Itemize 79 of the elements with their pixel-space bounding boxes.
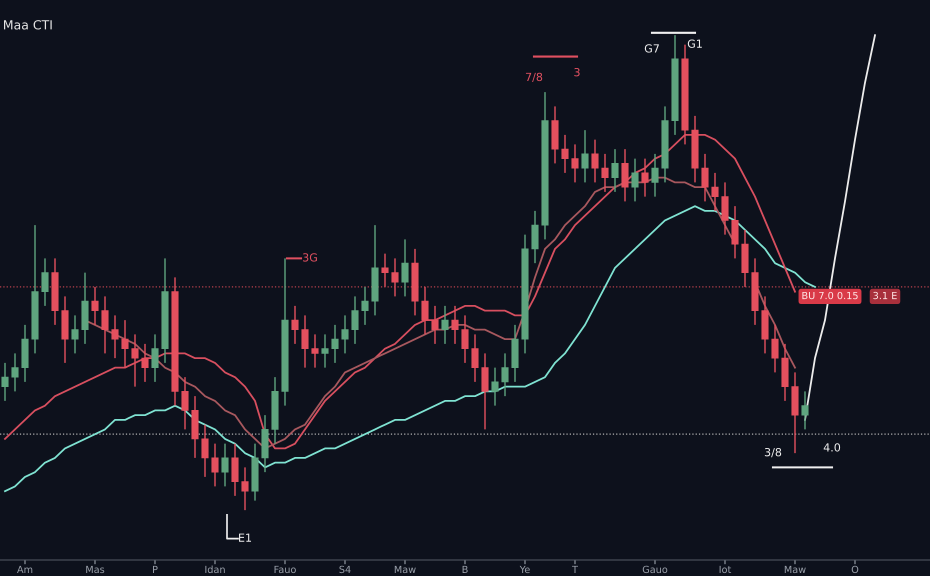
annotation: G7 <box>644 44 659 53</box>
x-tick-label: O <box>852 566 858 574</box>
candlestick <box>341 314 349 354</box>
x-tick-label: T <box>572 566 578 573</box>
candlestick <box>401 238 409 298</box>
candlestick <box>291 305 299 345</box>
candlestick <box>561 134 569 174</box>
candlestick <box>221 442 229 488</box>
candlestick <box>711 172 719 212</box>
candlestick <box>71 314 79 354</box>
annotation: 4.0 <box>824 443 840 452</box>
annotation: 3.1 E <box>873 292 897 300</box>
annotation: 3G <box>303 253 317 262</box>
x-tick-label: Am <box>17 566 32 573</box>
candlestick <box>41 258 49 307</box>
x-tick-label: Ye <box>520 566 530 574</box>
candlestick <box>131 334 139 388</box>
candlestick <box>181 376 189 430</box>
candlestick <box>321 334 329 368</box>
candlestick <box>481 352 489 430</box>
x-tick-label: Maw <box>784 566 806 574</box>
candlestick <box>531 210 539 264</box>
candlestick <box>621 148 629 202</box>
candlestick <box>381 252 389 288</box>
candlestick <box>121 319 129 368</box>
candlestick <box>11 352 19 392</box>
candlestick <box>331 324 339 364</box>
annotation: G1 <box>688 39 702 48</box>
candlestick <box>441 305 449 345</box>
x-tick-label: P <box>153 566 158 573</box>
candlestick <box>611 148 619 193</box>
x-tick-label: Gauo <box>642 566 668 574</box>
x-tick-label: S4 <box>339 566 351 574</box>
annotation: BU 7.0 0.15 <box>802 292 858 300</box>
candlestick <box>211 442 219 488</box>
candlestick <box>471 334 479 383</box>
candlestick <box>501 352 509 397</box>
candlestick <box>151 334 159 383</box>
annotation: 7/8 <box>526 72 542 82</box>
candlestick <box>201 424 209 478</box>
annotation: 3 <box>574 68 580 76</box>
candlestick <box>301 314 309 368</box>
candlestick <box>351 296 359 345</box>
x-tick-label: Idan <box>205 566 225 574</box>
candlestick <box>631 158 639 202</box>
candlestick <box>141 343 149 383</box>
candlestick <box>801 390 809 430</box>
candlestick <box>1 362 9 402</box>
x-tick-label: Mas <box>86 566 104 574</box>
text: E1 <box>239 534 252 542</box>
candlestick <box>231 442 239 497</box>
candlestick <box>731 205 739 260</box>
x-tick-label: B <box>462 566 468 573</box>
x-tick-label: Fauo <box>274 566 296 574</box>
candlestick <box>491 366 499 406</box>
candlestick <box>421 286 429 336</box>
candlestick <box>651 153 659 198</box>
candlestick <box>581 129 589 184</box>
candlestick <box>771 324 779 374</box>
candlestick <box>701 153 709 202</box>
candlestick <box>311 334 319 368</box>
candlestick <box>601 153 609 193</box>
candlestick <box>451 305 459 345</box>
candlestick <box>591 138 599 184</box>
candlestick <box>361 286 369 326</box>
candlestick <box>241 466 249 511</box>
x-tick-label: Iot <box>720 566 732 574</box>
candlestick <box>721 182 729 236</box>
annotation: 3/8 <box>764 448 782 458</box>
chart-title: Maa CTI <box>4 20 52 30</box>
candlestick <box>571 144 579 184</box>
candlestick <box>461 314 469 364</box>
candlestick <box>431 305 439 345</box>
x-tick-label: Maw <box>394 566 416 574</box>
candlestick <box>91 286 99 326</box>
candlestick <box>391 258 399 298</box>
candlestick <box>641 158 649 198</box>
candlestick <box>111 314 119 359</box>
candlestick <box>101 296 109 354</box>
